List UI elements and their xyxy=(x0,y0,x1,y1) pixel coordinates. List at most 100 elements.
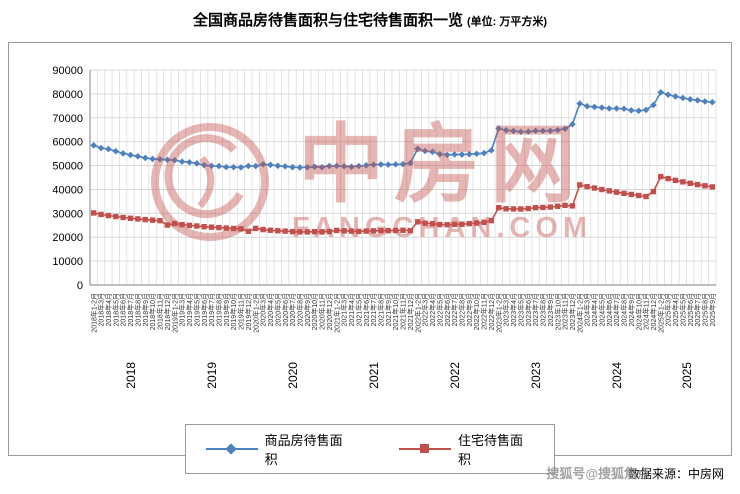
data-point-marker xyxy=(599,186,605,193)
x-tick-label: 2020年11月 xyxy=(318,293,327,330)
x-tick-label: 2020年7月 xyxy=(288,293,297,326)
data-point-marker xyxy=(171,156,178,164)
data-point-marker xyxy=(164,156,171,164)
data-point-marker xyxy=(465,150,473,158)
x-tick-label: 2022年11月 xyxy=(480,293,489,330)
data-point-marker xyxy=(444,221,450,228)
x-tick-label: 2020年1-2月 xyxy=(251,293,260,333)
x-tick-label: 2018年5月 xyxy=(111,293,120,326)
data-point-marker xyxy=(422,220,428,226)
data-point-marker xyxy=(591,185,598,191)
data-point-marker xyxy=(466,220,472,227)
x-tick-label: 2024年12月 xyxy=(649,293,658,330)
data-point-marker xyxy=(635,192,642,199)
x-tick-label: 2021年5月 xyxy=(354,293,363,326)
data-point-marker xyxy=(245,228,252,235)
data-point-marker xyxy=(171,220,178,227)
x-tick-label: 2018年11月 xyxy=(156,293,165,330)
series-commercial-line xyxy=(93,91,713,169)
x-tick-label: 2018年3月 xyxy=(97,293,106,326)
data-point-marker xyxy=(333,162,341,170)
data-point-marker xyxy=(222,163,230,171)
data-point-marker xyxy=(496,204,502,211)
x-tick-label: 2022年10月 xyxy=(472,293,481,330)
data-point-marker xyxy=(194,223,200,229)
data-point-marker xyxy=(546,127,554,135)
data-point-marker xyxy=(701,98,709,105)
x-tick-label: 2023年7月 xyxy=(531,293,540,326)
data-point-marker xyxy=(524,128,532,136)
data-point-marker xyxy=(135,216,141,222)
data-point-marker xyxy=(149,155,156,163)
data-point-marker xyxy=(193,160,201,167)
series-residential-line xyxy=(93,175,713,233)
data-point-marker xyxy=(658,173,664,180)
data-point-marker xyxy=(156,155,164,163)
x-tick-label: 2021年3月 xyxy=(340,293,349,326)
data-point-marker xyxy=(605,105,613,112)
data-point-marker xyxy=(540,204,546,211)
data-point-marker xyxy=(621,190,627,197)
y-tick-label: 30000 xyxy=(52,208,83,220)
year-label: 2021 xyxy=(367,362,381,389)
x-tick-label: 2019年6月 xyxy=(200,293,209,326)
data-point-marker xyxy=(620,105,628,113)
y-tick-label: 60000 xyxy=(52,137,83,149)
data-point-marker xyxy=(407,227,414,234)
year-label: 2019 xyxy=(205,362,219,389)
data-point-marker xyxy=(443,151,451,159)
x-tick-label: 2019年4月 xyxy=(185,293,194,326)
data-point-marker xyxy=(384,161,392,168)
x-tick-label: 2025年9月 xyxy=(708,293,717,326)
source-watermark-overlay: 搜狐号@搜狐焦点 xyxy=(546,466,650,481)
x-tick-label: 2019年3月 xyxy=(178,293,187,326)
data-point-marker xyxy=(105,145,112,153)
data-point-marker xyxy=(687,180,693,186)
data-point-marker xyxy=(370,161,377,168)
data-point-marker xyxy=(488,147,495,154)
data-point-marker xyxy=(584,183,590,190)
x-tick-label: 2023年1-2月 xyxy=(494,293,503,333)
data-point-marker xyxy=(547,204,553,210)
x-tick-label: 2023年12月 xyxy=(568,293,577,330)
data-point-marker xyxy=(326,228,333,235)
data-point-marker xyxy=(201,223,207,230)
legend-item-commercial[interactable]: 商品房待售面积 xyxy=(206,430,353,468)
data-point-marker xyxy=(458,151,466,158)
y-tick-label: 0 xyxy=(77,280,83,292)
data-point-marker xyxy=(179,221,185,228)
data-point-marker xyxy=(334,227,340,234)
x-tick-label: 2019年1-2月 xyxy=(170,293,179,333)
data-point-marker xyxy=(672,93,679,100)
data-point-marker xyxy=(679,94,687,102)
data-point-marker xyxy=(113,213,119,220)
data-point-marker xyxy=(680,179,686,185)
data-point-marker xyxy=(613,105,620,112)
legend-item-residential[interactable]: 住宅待售面积 xyxy=(399,430,534,468)
data-point-marker xyxy=(208,162,215,170)
data-point-marker xyxy=(311,228,318,235)
x-tick-label: 2024年1-2月 xyxy=(575,293,584,333)
x-tick-label: 2023年6月 xyxy=(524,293,533,326)
data-point-marker xyxy=(362,162,370,169)
data-point-marker xyxy=(253,225,259,232)
data-point-marker xyxy=(245,162,252,170)
y-tick-label: 90000 xyxy=(52,65,83,77)
data-point-marker xyxy=(576,100,584,107)
data-point-marker xyxy=(97,144,105,152)
data-point-marker xyxy=(488,217,495,224)
x-tick-label: 2019年12月 xyxy=(244,293,253,330)
data-point-marker xyxy=(480,149,488,157)
data-point-marker xyxy=(415,219,421,225)
data-point-marker xyxy=(303,163,311,171)
x-tick-label: 2024年10月 xyxy=(634,293,643,330)
x-tick-label: 2018年1-2月 xyxy=(89,293,98,333)
data-point-marker xyxy=(230,225,237,232)
x-tick-label: 2022年7月 xyxy=(450,293,459,326)
data-point-marker xyxy=(628,107,635,114)
data-point-marker xyxy=(414,145,422,153)
data-point-marker xyxy=(583,102,591,110)
data-point-marker xyxy=(554,126,561,134)
x-tick-label: 2019年10月 xyxy=(229,293,238,330)
